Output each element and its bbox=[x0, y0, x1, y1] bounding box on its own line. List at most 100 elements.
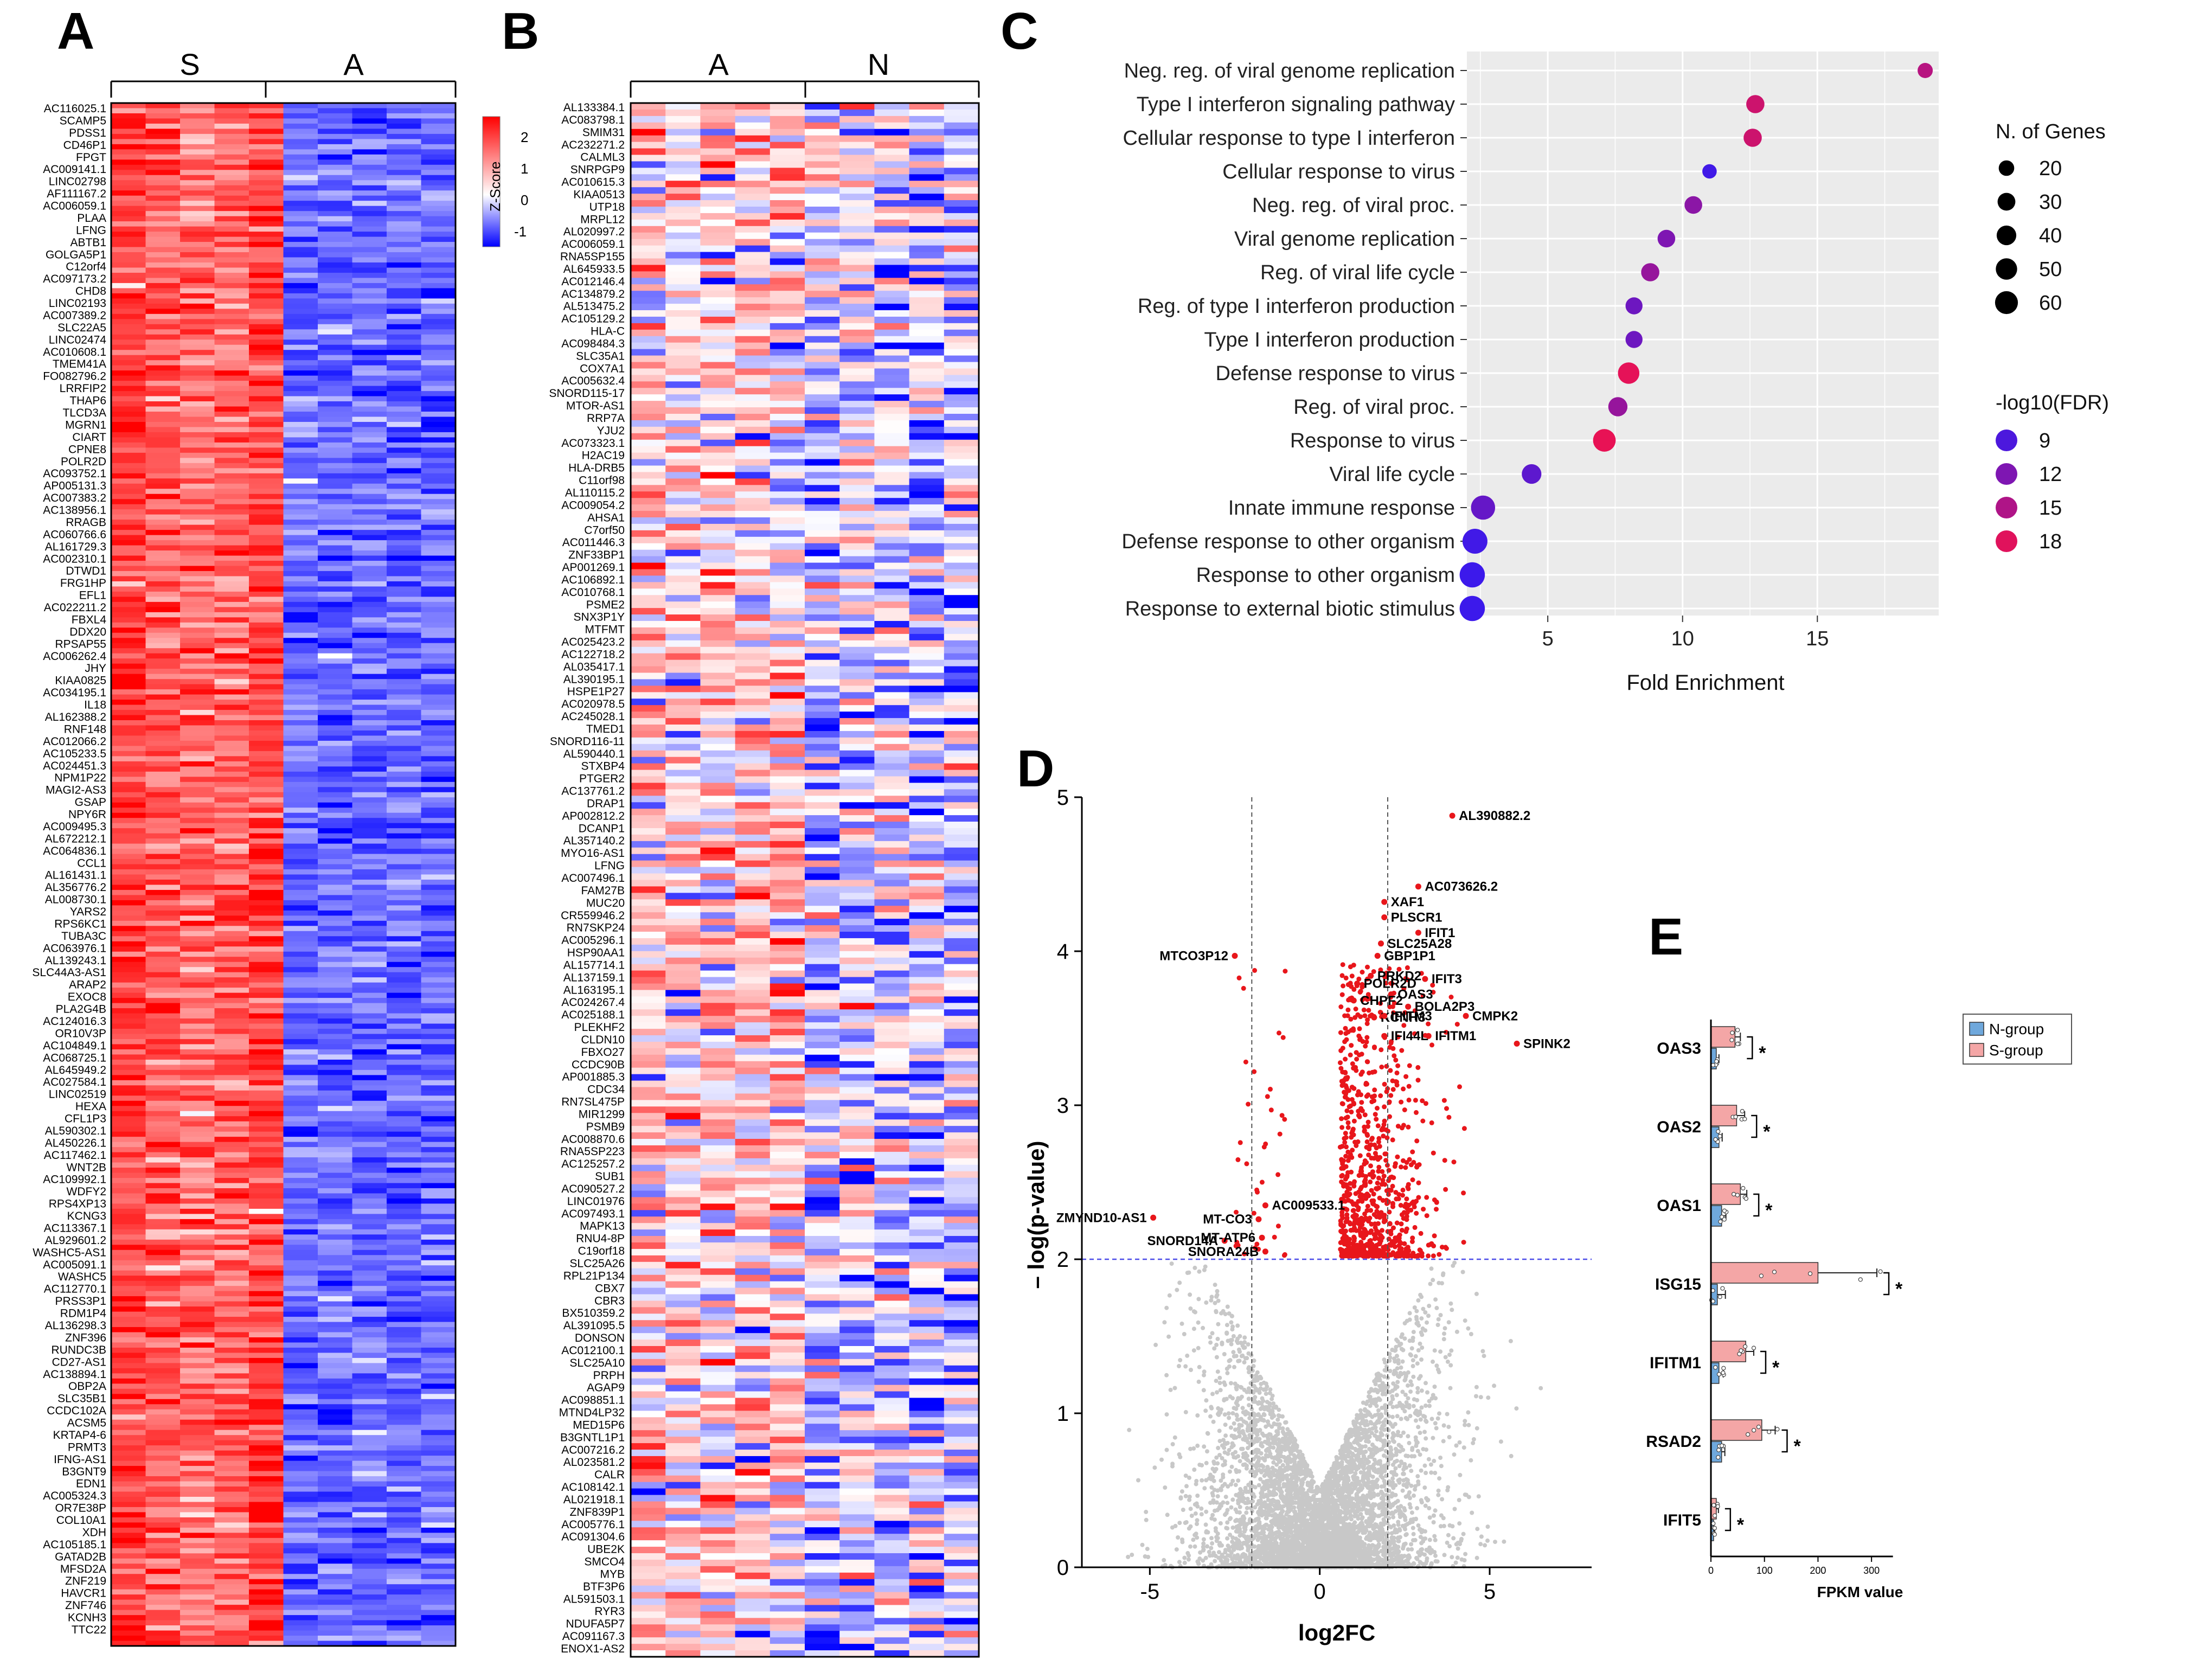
heatmap-a-cell bbox=[249, 1044, 284, 1050]
heatmap-a-cell bbox=[249, 1085, 284, 1091]
heatmap-b-cell bbox=[631, 1126, 666, 1133]
heatmap-b-cell bbox=[944, 355, 979, 363]
heatmap-a-cell bbox=[249, 710, 284, 716]
heatmap-a-cell bbox=[318, 1440, 353, 1446]
heatmap-a-cell bbox=[180, 180, 215, 186]
heatmap-a-cell bbox=[180, 129, 215, 134]
heatmap-a-cell bbox=[387, 478, 422, 484]
heatmap-b-cell bbox=[700, 1009, 736, 1016]
heatmap-a-cell bbox=[111, 1322, 146, 1328]
heatmap-a-cell bbox=[145, 1419, 181, 1425]
heatmap-b-cell bbox=[909, 1158, 945, 1165]
heatmap-b-cell bbox=[735, 452, 771, 460]
heatmap-a-cell bbox=[318, 663, 353, 669]
heatmap-a-cell bbox=[249, 941, 284, 947]
heatmap-a-cell bbox=[283, 781, 318, 787]
heatmap-a-cell bbox=[421, 406, 456, 412]
heatmap-b-cell bbox=[770, 304, 805, 311]
heatmap-a-cell bbox=[111, 972, 146, 978]
heatmap-a-cell bbox=[145, 1276, 181, 1281]
heatmap-a-cell bbox=[421, 1131, 456, 1137]
heatmap-b-cell bbox=[735, 809, 771, 816]
heatmap-a-cell bbox=[352, 972, 387, 978]
heatmap-a-cell bbox=[318, 720, 353, 726]
heatmap-a-cell bbox=[352, 139, 387, 145]
heatmap-a-cell bbox=[318, 1137, 353, 1143]
heatmap-b-cell bbox=[944, 977, 979, 984]
heatmap-a-cell bbox=[249, 1502, 284, 1508]
heatmap-b-cell bbox=[665, 1074, 701, 1081]
heatmap-a-cell bbox=[283, 704, 318, 710]
heatmap-b-cell bbox=[944, 368, 979, 375]
heatmap-b-cell bbox=[770, 511, 805, 518]
heatmap-b-cell bbox=[735, 627, 771, 635]
heatmap-b-cell bbox=[700, 919, 736, 926]
gene-label-a: AL008730.1 bbox=[45, 894, 106, 906]
heatmap-a-cell bbox=[352, 889, 387, 896]
heatmap-a-cell bbox=[387, 885, 422, 890]
heatmap-b-cell bbox=[665, 646, 701, 654]
heatmap-b-cell bbox=[839, 646, 875, 654]
heatmap-b-cell bbox=[874, 414, 910, 421]
heatmap-b-cell bbox=[665, 103, 701, 110]
heatmap-a-cell bbox=[352, 463, 387, 469]
heatmap-b-cell bbox=[805, 1294, 840, 1302]
heatmap-a-cell bbox=[352, 1203, 387, 1209]
heatmap-a-cell bbox=[214, 1353, 249, 1359]
heatmap-b-cell bbox=[770, 672, 805, 680]
heatmap-a-cell bbox=[421, 1435, 456, 1441]
heatmap-a-cell bbox=[111, 792, 146, 798]
heatmap-b-cell bbox=[665, 964, 701, 971]
heatmap-a-cell bbox=[145, 915, 181, 921]
heatmap-a-cell bbox=[352, 421, 387, 428]
heatmap-a-cell bbox=[180, 489, 215, 495]
heatmap-b-cell bbox=[770, 1061, 805, 1068]
heatmap-b-cell bbox=[631, 1171, 666, 1178]
gene-label-a: AL139243.1 bbox=[45, 954, 106, 967]
heatmap-b-cell bbox=[874, 653, 910, 661]
heatmap-b-cell bbox=[909, 498, 945, 505]
heatmap-a-cell bbox=[352, 684, 387, 690]
heatmap-a-cell bbox=[214, 339, 249, 345]
heatmap-a-cell bbox=[318, 746, 353, 752]
heatmap-a-cell bbox=[387, 236, 422, 242]
heatmap-a-cell bbox=[214, 1568, 249, 1574]
heatmap-b-cell bbox=[770, 964, 805, 971]
heatmap-b-cell bbox=[909, 103, 945, 110]
heatmap-b-cell bbox=[700, 1300, 736, 1308]
heatmap-a-cell bbox=[283, 1419, 318, 1425]
heatmap-a-cell bbox=[180, 1353, 215, 1359]
heatmap-a-cell bbox=[352, 123, 387, 130]
heatmap-a-cell bbox=[214, 1229, 249, 1235]
heatmap-b-cell bbox=[665, 375, 701, 382]
heatmap-b-cell bbox=[631, 725, 666, 732]
heatmap-a-cell bbox=[145, 329, 181, 335]
heatmap-a-cell bbox=[421, 905, 456, 911]
heatmap-b-cell bbox=[665, 834, 701, 842]
heatmap-a-cell bbox=[214, 756, 249, 762]
heatmap-b-cell bbox=[909, 633, 945, 641]
heatmap-b-cell bbox=[770, 822, 805, 829]
heatmap-a-cell bbox=[421, 1342, 456, 1348]
heatmap-a-cell bbox=[214, 1065, 249, 1071]
heatmap-a-cell bbox=[249, 1481, 284, 1487]
heatmap-b-cell bbox=[874, 439, 910, 447]
heatmap-a-cell bbox=[214, 988, 249, 994]
heatmap-a-cell bbox=[249, 468, 284, 474]
heatmap-a-cell bbox=[145, 437, 181, 443]
heatmap-b-cell bbox=[805, 983, 840, 991]
heatmap-a-cell bbox=[180, 334, 215, 340]
heatmap-a-cell bbox=[352, 288, 387, 294]
heatmap-a-cell bbox=[421, 381, 456, 387]
heatmap-a-cell bbox=[111, 957, 146, 963]
heatmap-a-cell bbox=[318, 1311, 353, 1317]
heatmap-a-cell bbox=[421, 1214, 456, 1220]
heatmap-b-cell bbox=[631, 174, 666, 181]
heatmap-b-cell bbox=[909, 465, 945, 473]
heatmap-a-cell bbox=[249, 1527, 284, 1533]
heatmap-a-cell bbox=[249, 437, 284, 443]
heatmap-a-cell bbox=[352, 1018, 387, 1024]
heatmap-a-cell bbox=[318, 412, 353, 418]
heatmap-b-cell bbox=[839, 1281, 875, 1289]
heatmap-b-cell bbox=[700, 841, 736, 848]
